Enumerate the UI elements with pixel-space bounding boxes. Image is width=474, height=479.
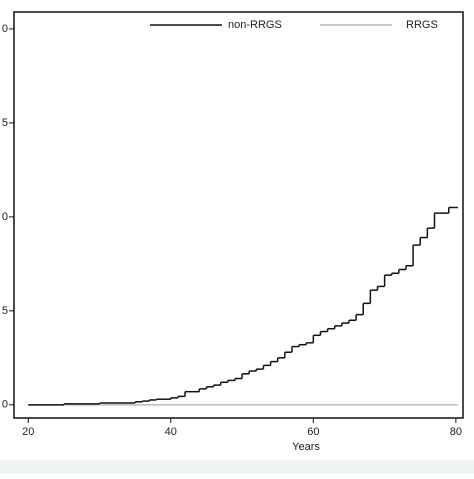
x-axis-label: Years (292, 441, 320, 453)
y-tick-label: 5 (2, 305, 8, 317)
bottom-strip (0, 460, 474, 474)
x-tick-label: 20 (22, 426, 34, 438)
legend-label: non-RRGS (228, 19, 282, 31)
plot-frame (13, 11, 464, 419)
x-tick-label: 80 (450, 426, 462, 438)
y-tick-label: 5 (2, 117, 8, 129)
y-tick-label: 0 (2, 211, 8, 223)
x-tick-label: 40 (165, 426, 177, 438)
legend-label: RRGS (406, 19, 438, 31)
y-tick-label: 0 (2, 399, 8, 411)
y-tick-label: 0 (2, 23, 8, 35)
x-tick-label: 60 (307, 426, 319, 438)
